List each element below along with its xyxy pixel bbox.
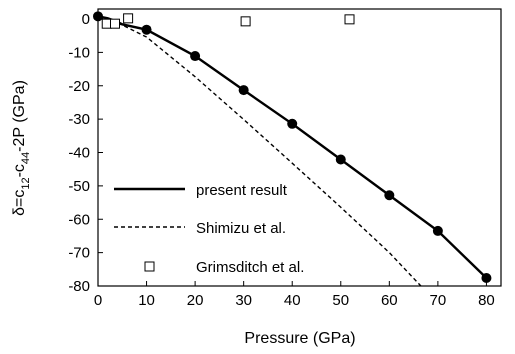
data-point-grimsditch bbox=[101, 18, 112, 29]
data-point-grimsditch bbox=[123, 13, 134, 24]
x-tick-label: 50 bbox=[332, 292, 349, 309]
legend: present result Shimizu et al. Grimsditch e… bbox=[114, 182, 304, 276]
y-tick-label: 0 bbox=[82, 11, 90, 28]
legend-label-present-result: present result bbox=[196, 182, 288, 199]
y-axis-title-part-2: -c bbox=[11, 164, 28, 177]
y-tick-label: -80 bbox=[68, 278, 90, 295]
series-line-shimizu bbox=[97, 15, 422, 287]
data-point-grimsditch bbox=[344, 14, 355, 25]
x-tick-label: 40 bbox=[284, 292, 301, 309]
data-point-present-result bbox=[384, 190, 395, 201]
series-line-present-result bbox=[97, 15, 488, 279]
series-layer bbox=[93, 11, 492, 287]
x-tick-label: 60 bbox=[381, 292, 398, 309]
y-tick-label: -10 bbox=[68, 44, 90, 61]
x-tick-label: 30 bbox=[235, 292, 252, 309]
x-tick-label: 20 bbox=[187, 292, 204, 309]
data-point-present-result bbox=[335, 154, 346, 165]
y-axis-title: δ=c12-c44-2P (GPa) bbox=[11, 80, 32, 216]
data-point-present-result bbox=[287, 118, 298, 129]
legend-marker-grimsditch bbox=[144, 261, 155, 272]
data-point-present-result bbox=[432, 225, 443, 236]
legend-label-grimsditch: Grimsditch et al. bbox=[196, 259, 304, 276]
y-tick-label: -40 bbox=[68, 145, 90, 162]
data-point-present-result bbox=[238, 85, 249, 96]
y-axis-title-sub-2: 44 bbox=[20, 152, 32, 164]
data-point-present-result bbox=[93, 11, 103, 22]
data-point-present-result bbox=[190, 51, 201, 62]
data-point-grimsditch bbox=[240, 16, 251, 27]
y-tick-label: -20 bbox=[68, 78, 90, 95]
data-point-present-result bbox=[141, 24, 152, 35]
y-tick-label: -60 bbox=[68, 211, 90, 228]
data-point-grimsditch bbox=[109, 18, 120, 29]
x-tick-label: 10 bbox=[138, 292, 155, 309]
y-tick-label: -50 bbox=[68, 178, 90, 195]
x-axis-title: Pressure (GPa) bbox=[244, 330, 355, 347]
y-axis-title-sub-1: 12 bbox=[20, 177, 32, 189]
ticks-layer: 0 10 20 30 40 50 60 70 80 0 -10 -20 -30 -40 -50 -60 -70 -… bbox=[68, 11, 494, 309]
y-tick-label: -30 bbox=[68, 111, 90, 128]
x-tick-label: 80 bbox=[478, 292, 495, 309]
data-point-present-result bbox=[481, 272, 492, 283]
y-axis-title-part-3: -2P (GPa) bbox=[11, 80, 28, 152]
legend-label-shimizu: Shimizu et al. bbox=[196, 220, 286, 237]
plot-frame bbox=[97, 8, 502, 287]
y-tick-label: -70 bbox=[68, 245, 90, 262]
y-axis-title-part-1: δ=c bbox=[11, 190, 28, 216]
x-tick-label: 0 bbox=[94, 292, 102, 309]
x-tick-label: 70 bbox=[430, 292, 447, 309]
